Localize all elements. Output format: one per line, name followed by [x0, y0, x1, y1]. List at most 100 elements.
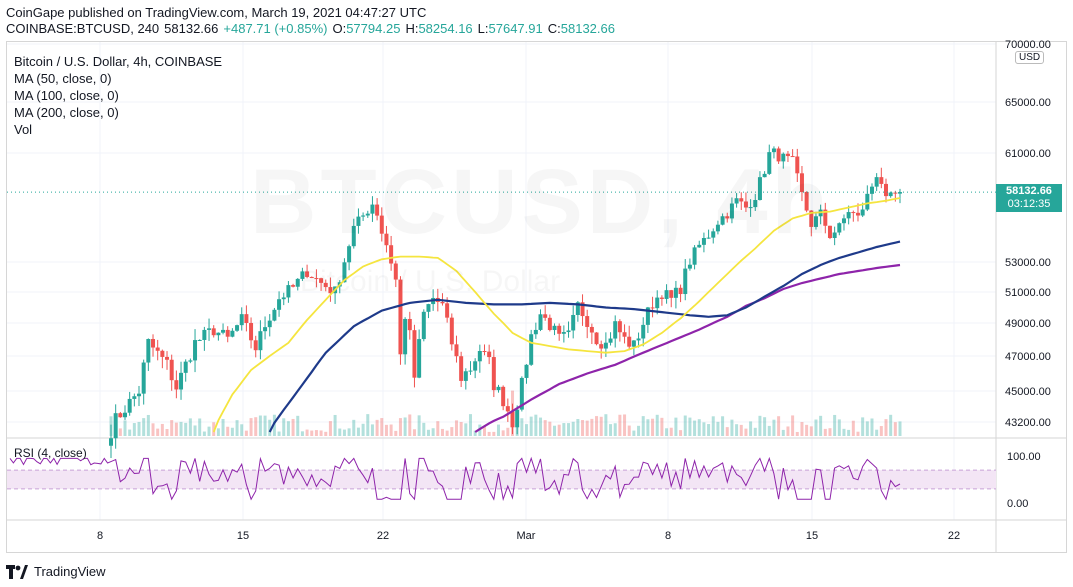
- volume-bar: [352, 419, 356, 436]
- footer-brand[interactable]: TradingView: [6, 564, 106, 579]
- candle-body: [445, 303, 450, 318]
- volume-bar: [198, 418, 202, 436]
- volume-bar: [823, 428, 827, 436]
- volume-bar: [557, 424, 561, 436]
- candle-body: [771, 148, 776, 153]
- volume-bar: [683, 415, 687, 436]
- volume-bar: [254, 417, 258, 436]
- legend-vol[interactable]: Vol: [14, 122, 33, 137]
- candle-body: [664, 290, 669, 299]
- candle-body: [533, 329, 538, 335]
- candle-body: [468, 370, 473, 372]
- time-axis: 8 15 22 Mar 8 15 22: [97, 530, 960, 542]
- candle-body: [809, 210, 814, 227]
- candle-body: [449, 317, 454, 345]
- volume-bar: [520, 418, 524, 436]
- candle-body: [673, 287, 678, 298]
- candle-body: [799, 173, 804, 192]
- time-tick-label: 8: [665, 530, 671, 542]
- candle-body: [557, 325, 562, 334]
- volume-bar: [310, 430, 314, 436]
- indicator-legend: Bitcoin / U.S. Dollar, 4h, COINBASE MA (…: [14, 53, 222, 138]
- volume-bar: [249, 418, 253, 436]
- candle-body: [183, 361, 188, 373]
- candle-body: [827, 225, 832, 239]
- candle-body: [412, 330, 417, 378]
- candle-body: [571, 314, 576, 331]
- candle-body: [795, 156, 800, 174]
- volume-bar: [314, 430, 318, 436]
- volume-bar: [688, 417, 692, 436]
- volume-bar: [454, 420, 458, 436]
- candle-body: [883, 183, 888, 197]
- legend-title[interactable]: Bitcoin / U.S. Dollar, 4h, COINBASE: [14, 54, 223, 69]
- price-tick-label: 65000.00: [1005, 97, 1051, 109]
- candle-body: [687, 264, 692, 269]
- volume-bar: [819, 415, 823, 436]
- volume-bar: [212, 422, 216, 436]
- candle-body: [319, 278, 324, 283]
- volume-bar: [328, 421, 332, 436]
- candle-body: [216, 332, 221, 336]
- volume-bar: [356, 427, 360, 436]
- open-label: O:: [332, 21, 347, 36]
- candle-body: [781, 153, 786, 162]
- candle-body: [505, 406, 510, 412]
- volume-bar: [492, 431, 496, 436]
- candle-body: [762, 173, 767, 178]
- volume-bar: [809, 426, 813, 436]
- volume-bar: [440, 428, 444, 436]
- volume-bar: [805, 424, 809, 436]
- candle-body: [342, 262, 347, 283]
- candle-body: [272, 309, 277, 321]
- candle-body: [365, 213, 370, 216]
- volume-bar: [277, 431, 281, 436]
- rsi-legend[interactable]: RSI (4, close): [14, 446, 87, 460]
- volume-bar: [571, 421, 575, 436]
- volume-bar: [282, 418, 286, 436]
- volume-bar: [856, 431, 860, 436]
- volume-bar: [165, 429, 169, 436]
- candle-body: [851, 212, 856, 214]
- candle-body: [146, 339, 151, 363]
- candle-body: [440, 302, 445, 304]
- candle-body: [235, 325, 240, 331]
- volume-bar: [730, 419, 734, 436]
- volume-bar: [884, 419, 888, 436]
- price-tick-label: 45000.00: [1005, 386, 1051, 398]
- volume-bar: [286, 421, 290, 436]
- volume-bar: [300, 431, 304, 436]
- legend-ma50[interactable]: MA (50, close, 0): [14, 71, 112, 86]
- open-value: 57794.25: [346, 21, 401, 36]
- volume-bar: [142, 418, 146, 436]
- legend-ma100[interactable]: MA (100, close, 0): [14, 88, 119, 103]
- rsi-tick-label: 100.00: [1007, 451, 1041, 463]
- volume-bar: [240, 424, 244, 436]
- candle-body: [776, 148, 781, 162]
- volume-bar: [193, 425, 197, 436]
- candle-body: [347, 246, 352, 263]
- candle-body: [305, 271, 310, 277]
- currency-badge[interactable]: USD: [1015, 51, 1045, 64]
- candle-body: [575, 302, 580, 315]
- candle-body: [585, 316, 590, 327]
- candle-body: [538, 314, 543, 330]
- volume-bar: [758, 415, 762, 436]
- volume-bar: [567, 423, 571, 436]
- candle-body: [552, 325, 557, 331]
- volume-bar: [426, 429, 430, 436]
- volume-bar: [781, 429, 785, 436]
- candle-body: [421, 311, 426, 340]
- candle-body: [594, 332, 599, 345]
- volume-bar: [179, 421, 183, 436]
- candle-body: [496, 386, 501, 391]
- volume-bar: [160, 423, 164, 436]
- high-value: 58254.16: [418, 21, 473, 36]
- legend-ma200[interactable]: MA (200, close, 0): [14, 105, 119, 120]
- candle-body: [841, 218, 846, 224]
- candle-body: [491, 357, 496, 391]
- volume-bar: [632, 430, 636, 436]
- price-tick-label: 61000.00: [1005, 148, 1051, 160]
- candle-body: [753, 200, 758, 208]
